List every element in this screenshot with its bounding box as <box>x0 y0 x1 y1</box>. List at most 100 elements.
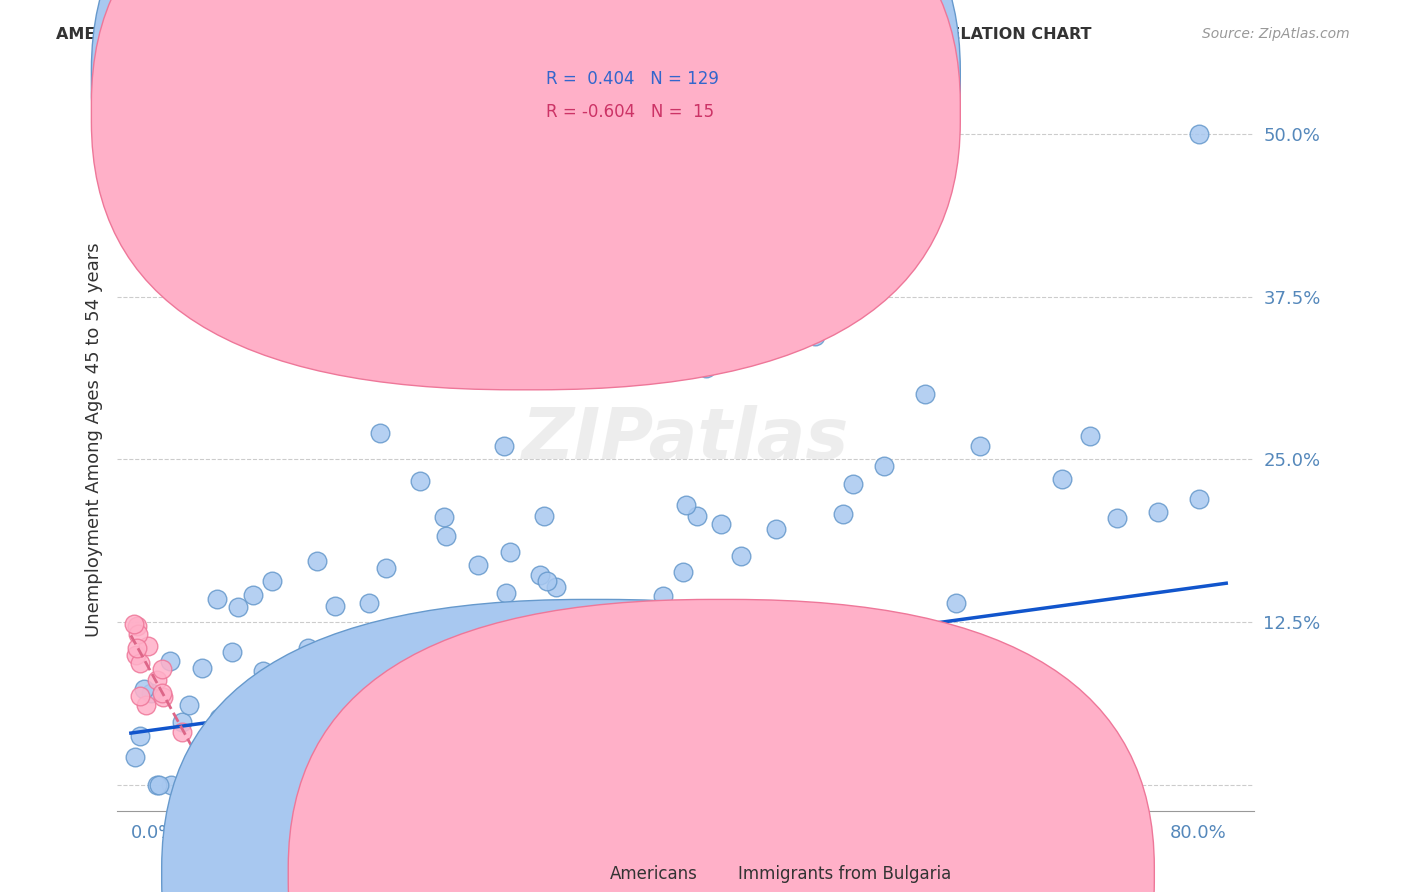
Point <box>221 719 243 733</box>
Point <box>150 662 173 676</box>
Text: R = -0.604   N =  15: R = -0.604 N = 15 <box>546 103 714 121</box>
Point <box>1105 511 1128 525</box>
Point <box>585 778 607 792</box>
Point <box>159 778 181 792</box>
Text: 0.0%: 0.0% <box>131 824 176 842</box>
Point <box>441 643 464 657</box>
Point <box>360 756 382 770</box>
Point <box>387 701 409 715</box>
Point <box>392 731 415 745</box>
Point <box>477 607 499 621</box>
Point <box>484 778 506 792</box>
Point <box>228 707 250 722</box>
Point <box>136 639 159 653</box>
Text: ZIPatlas: ZIPatlas <box>522 405 849 475</box>
Point <box>188 778 211 792</box>
Point <box>229 776 252 790</box>
Point <box>374 710 396 724</box>
Point <box>245 752 267 766</box>
Point <box>146 673 169 687</box>
Point <box>647 605 669 619</box>
Point <box>449 608 471 623</box>
Point <box>201 778 224 792</box>
Point <box>307 553 329 567</box>
Point <box>672 565 695 579</box>
Point <box>336 778 359 792</box>
Point <box>377 778 399 792</box>
Point <box>842 476 865 491</box>
Y-axis label: Unemployment Among Ages 45 to 54 years: Unemployment Among Ages 45 to 54 years <box>86 243 103 637</box>
Point <box>526 758 548 772</box>
Point <box>125 648 148 662</box>
Point <box>702 631 724 645</box>
Point <box>177 698 200 712</box>
Point <box>328 704 350 718</box>
Point <box>191 661 214 675</box>
Point <box>494 439 516 453</box>
Point <box>207 711 229 725</box>
Point <box>758 657 780 671</box>
Point <box>368 426 391 441</box>
Point <box>218 739 240 753</box>
Point <box>468 778 491 792</box>
Point <box>662 648 685 663</box>
Text: R =  0.404   N = 129: R = 0.404 N = 129 <box>546 70 718 88</box>
Point <box>945 596 967 610</box>
Point <box>221 645 243 659</box>
Point <box>598 614 620 628</box>
Point <box>969 439 991 453</box>
Point <box>368 736 391 750</box>
Text: AMERICAN VS IMMIGRANTS FROM BULGARIA UNEMPLOYMENT AMONG AGES 45 TO 54 YEARS CORR: AMERICAN VS IMMIGRANTS FROM BULGARIA UNE… <box>56 27 1091 42</box>
Point <box>252 664 274 678</box>
Point <box>675 498 697 512</box>
Point <box>1188 127 1211 141</box>
Point <box>148 778 170 792</box>
Point <box>247 737 270 751</box>
Point <box>252 764 274 778</box>
Point <box>228 778 250 792</box>
Point <box>686 508 709 523</box>
Point <box>323 599 346 613</box>
Point <box>304 695 326 709</box>
Point <box>630 659 652 673</box>
Point <box>172 715 194 730</box>
Point <box>374 561 396 575</box>
Point <box>914 387 936 401</box>
Text: Americans: Americans <box>610 865 697 883</box>
Point <box>536 574 558 588</box>
Point <box>152 690 174 704</box>
Point <box>305 671 328 685</box>
Point <box>159 653 181 667</box>
Point <box>127 641 149 656</box>
Point <box>711 669 734 683</box>
Point <box>129 729 152 743</box>
Point <box>690 681 713 696</box>
Point <box>399 774 422 789</box>
Point <box>498 545 520 559</box>
Point <box>297 761 319 775</box>
Point <box>269 725 291 739</box>
Text: Immigrants from Bulgaria: Immigrants from Bulgaria <box>738 865 952 883</box>
Point <box>297 640 319 655</box>
Point <box>207 592 229 607</box>
Point <box>396 747 419 761</box>
Point <box>226 599 249 614</box>
Point <box>263 746 285 760</box>
Point <box>695 361 717 376</box>
Point <box>135 698 157 712</box>
Point <box>1050 472 1073 486</box>
Point <box>236 778 259 792</box>
Text: Source: ZipAtlas.com: Source: ZipAtlas.com <box>1202 27 1350 41</box>
Point <box>600 723 623 737</box>
Point <box>132 682 155 697</box>
Point <box>444 615 467 629</box>
Point <box>150 686 173 700</box>
Point <box>382 664 405 678</box>
Point <box>1080 429 1102 443</box>
Point <box>1146 505 1168 519</box>
Point <box>588 679 610 693</box>
Point <box>433 509 456 524</box>
Point <box>593 661 616 675</box>
Point <box>478 688 501 702</box>
Point <box>361 637 384 651</box>
